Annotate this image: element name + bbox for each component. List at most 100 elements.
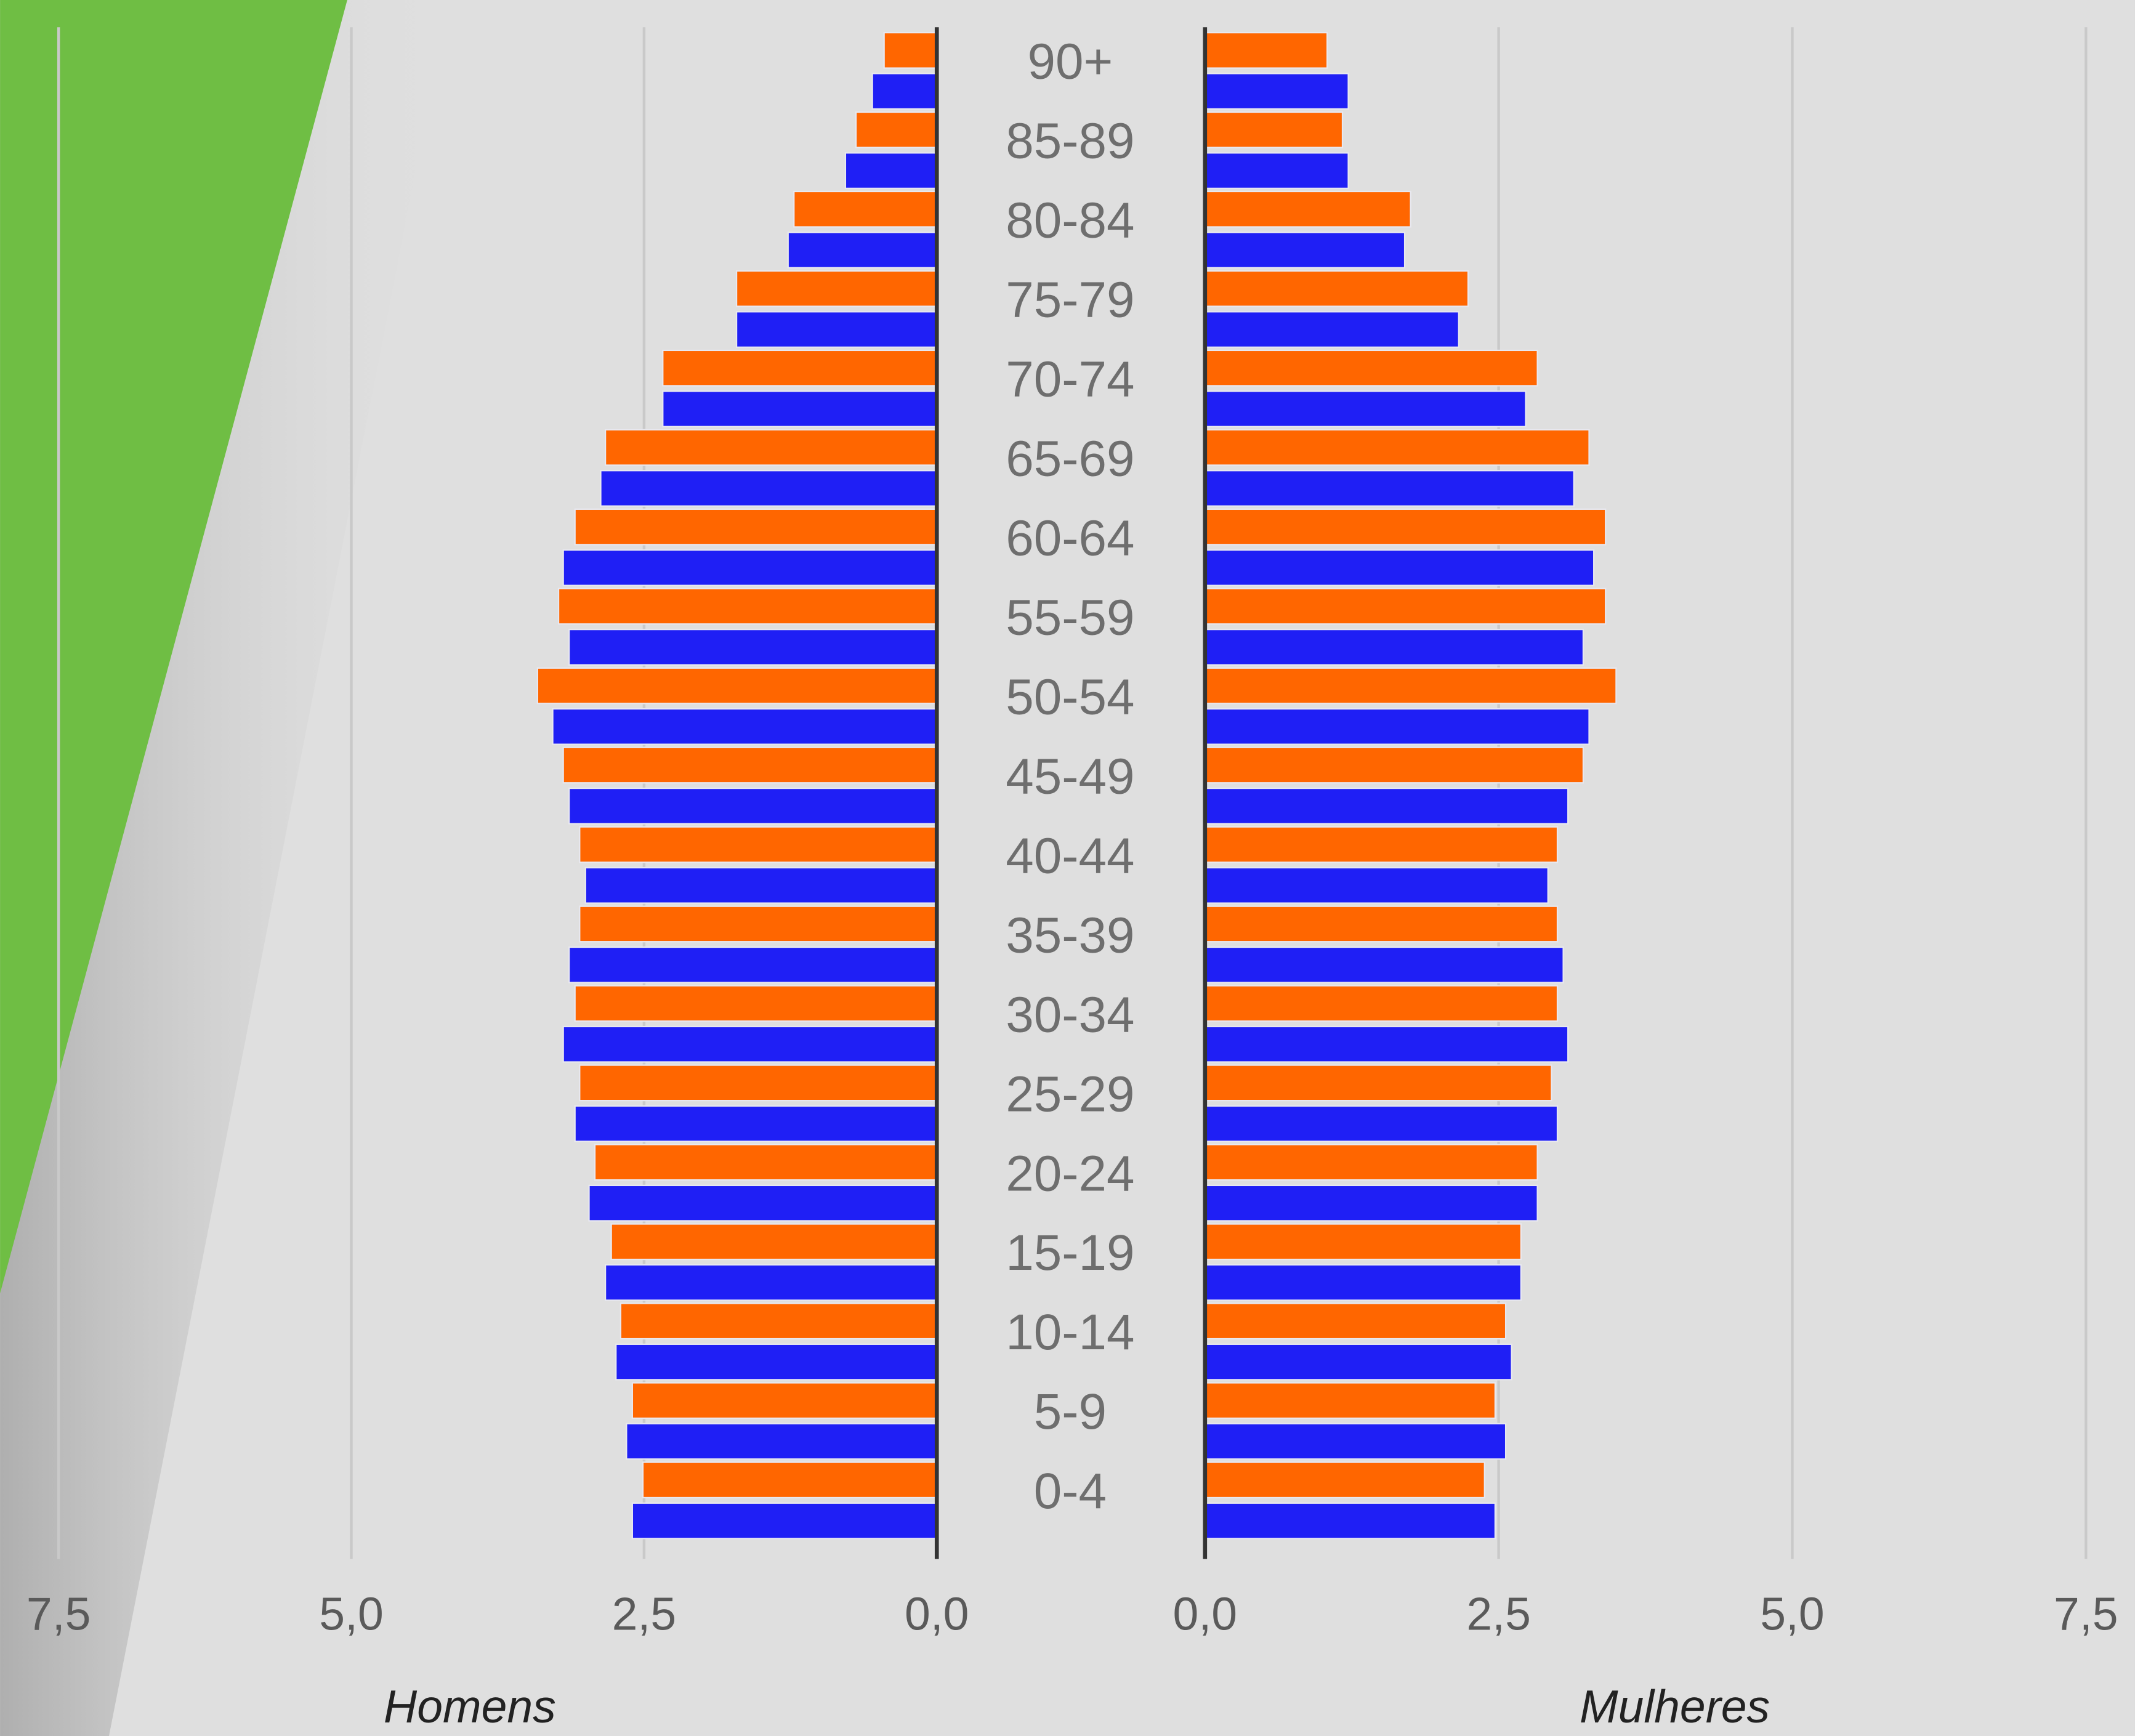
bar — [1204, 1223, 1522, 1261]
category-label: 45-49 — [1006, 748, 1134, 804]
bar — [1204, 311, 1459, 348]
bar — [605, 1264, 938, 1301]
bar — [610, 1223, 938, 1261]
bar — [626, 1423, 938, 1460]
bar — [562, 1025, 938, 1063]
bar — [579, 905, 938, 943]
category-label: 30-34 — [1006, 987, 1134, 1043]
bar — [735, 311, 938, 348]
bar — [1204, 866, 1549, 904]
bar — [793, 190, 938, 228]
x-tick-label: 5,0 — [319, 1588, 383, 1640]
bar — [557, 587, 938, 625]
bar — [574, 1105, 938, 1142]
bar — [562, 746, 938, 784]
category-label: 60-64 — [1006, 511, 1134, 567]
bar — [1204, 190, 1411, 228]
green-corner — [0, 0, 347, 1294]
plot: 0,0 2,5 5,0 7,5 0,0 2,5 5,0 7,5 90+ 85-89 80-84 75-… — [26, 27, 2118, 1640]
category-label: 85-89 — [1006, 113, 1134, 169]
bar — [1204, 270, 1469, 307]
bar — [620, 1302, 938, 1340]
category-label: 55-59 — [1006, 590, 1134, 646]
bar — [552, 708, 938, 745]
x-tick-label: 7,5 — [2054, 1588, 2118, 1640]
category-label: 25-29 — [1006, 1066, 1134, 1122]
bar — [1204, 232, 1406, 268]
bar — [1204, 152, 1349, 189]
shadow — [0, 0, 450, 1736]
bar — [1204, 31, 1328, 69]
category-label: 0-4 — [1034, 1463, 1107, 1519]
bar — [1204, 587, 1607, 625]
category-label: 5-9 — [1034, 1384, 1107, 1440]
bar — [584, 866, 938, 904]
bar — [579, 826, 938, 863]
bar — [1204, 629, 1584, 666]
category-label: 15-19 — [1006, 1225, 1134, 1281]
category-label: 40-44 — [1006, 828, 1134, 884]
bar — [574, 985, 938, 1022]
bar — [1204, 1105, 1559, 1142]
bar — [588, 1184, 938, 1222]
bar — [1204, 111, 1344, 148]
bar — [574, 508, 938, 546]
bar — [1204, 1343, 1512, 1381]
bar — [1204, 787, 1569, 825]
category-label: 50-54 — [1006, 669, 1134, 725]
bar — [1204, 390, 1527, 427]
bar — [1204, 1025, 1569, 1063]
category-label: 90+ — [1028, 34, 1113, 90]
bar — [605, 429, 938, 466]
bar — [1204, 667, 1617, 704]
bar — [600, 470, 938, 507]
bar — [631, 1382, 938, 1419]
bar — [1204, 985, 1559, 1022]
bar — [1204, 1423, 1507, 1460]
bar — [1204, 1502, 1496, 1540]
x-tick-label: 5,0 — [1760, 1588, 1824, 1640]
bar — [1204, 1302, 1507, 1340]
bar — [1204, 549, 1595, 586]
bar — [631, 1502, 938, 1540]
bar — [1204, 1264, 1522, 1301]
bar — [568, 787, 938, 825]
x-tick-label: 0,0 — [1173, 1588, 1237, 1640]
bar — [1204, 946, 1564, 983]
bar — [568, 946, 938, 983]
x-tick-label: 2,5 — [612, 1588, 676, 1640]
bar — [1204, 1382, 1496, 1419]
bar — [1204, 349, 1538, 387]
category-label: 65-69 — [1006, 431, 1134, 487]
right-axis-label: Mulheres — [1580, 1681, 1770, 1732]
category-label: 70-74 — [1006, 352, 1134, 408]
bar — [1204, 1184, 1538, 1222]
bar — [1204, 470, 1575, 507]
category-label: 35-39 — [1006, 907, 1134, 963]
bar — [735, 270, 938, 307]
bar — [844, 152, 938, 189]
x-tick-label: 0,0 — [905, 1588, 969, 1640]
category-label: 80-84 — [1006, 193, 1134, 249]
bar — [594, 1144, 938, 1181]
bar — [1204, 905, 1559, 943]
bar — [883, 31, 938, 69]
x-tick-label: 7,5 — [26, 1588, 91, 1640]
bar — [662, 349, 938, 387]
bar — [871, 73, 938, 110]
bar — [1204, 429, 1590, 466]
bar — [642, 1461, 938, 1499]
bar — [1204, 508, 1607, 546]
bar — [536, 667, 938, 704]
left-axis-label: Homens — [384, 1681, 556, 1732]
bar — [1204, 1144, 1538, 1181]
category-label: 10-14 — [1006, 1304, 1134, 1360]
bar — [1204, 1461, 1485, 1499]
bar — [562, 549, 938, 586]
category-label: 20-24 — [1006, 1145, 1134, 1201]
bar — [1204, 746, 1584, 784]
category-label: 75-79 — [1006, 272, 1134, 328]
bar — [1204, 1064, 1552, 1102]
x-tick-label: 2,5 — [1466, 1588, 1530, 1640]
